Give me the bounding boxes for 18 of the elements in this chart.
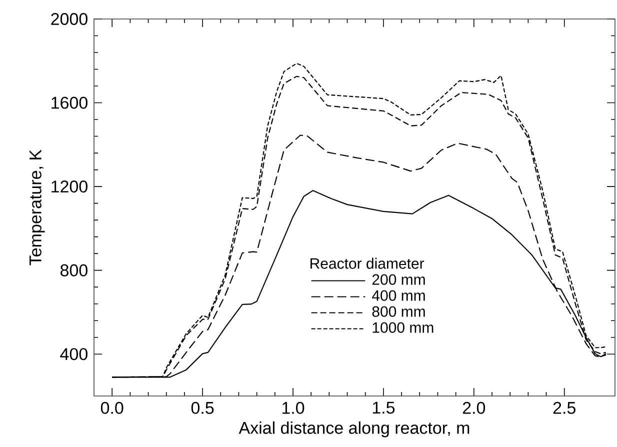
x-tick-label: 2.0 <box>462 402 486 414</box>
legend-label: 1000 mm <box>372 322 434 333</box>
y-tick-label: 2000 <box>51 12 88 26</box>
y-tick-label: 800 <box>60 264 88 276</box>
y-tick-label: 400 <box>60 348 88 360</box>
y-tick-label: 1200 <box>52 180 88 193</box>
legend-label: 200 mm <box>372 274 425 285</box>
x-tick-label: 1.5 <box>372 402 395 414</box>
legend-title: Reactor diameter <box>310 258 424 269</box>
x-tick-label: 0.5 <box>191 402 214 414</box>
y-tick-label: 1600 <box>52 96 88 109</box>
legend-label: 800 mm <box>372 306 425 317</box>
x-axis-title: Axial distance along reactor, m <box>238 421 470 438</box>
x-tick-label: 0.0 <box>100 402 124 414</box>
y-axis-title: Temperature, K <box>30 150 45 266</box>
x-tick-label: 1.0 <box>282 402 304 414</box>
x-tick-label: 2.5 <box>553 402 576 414</box>
legend-label: 400 mm <box>372 290 425 301</box>
